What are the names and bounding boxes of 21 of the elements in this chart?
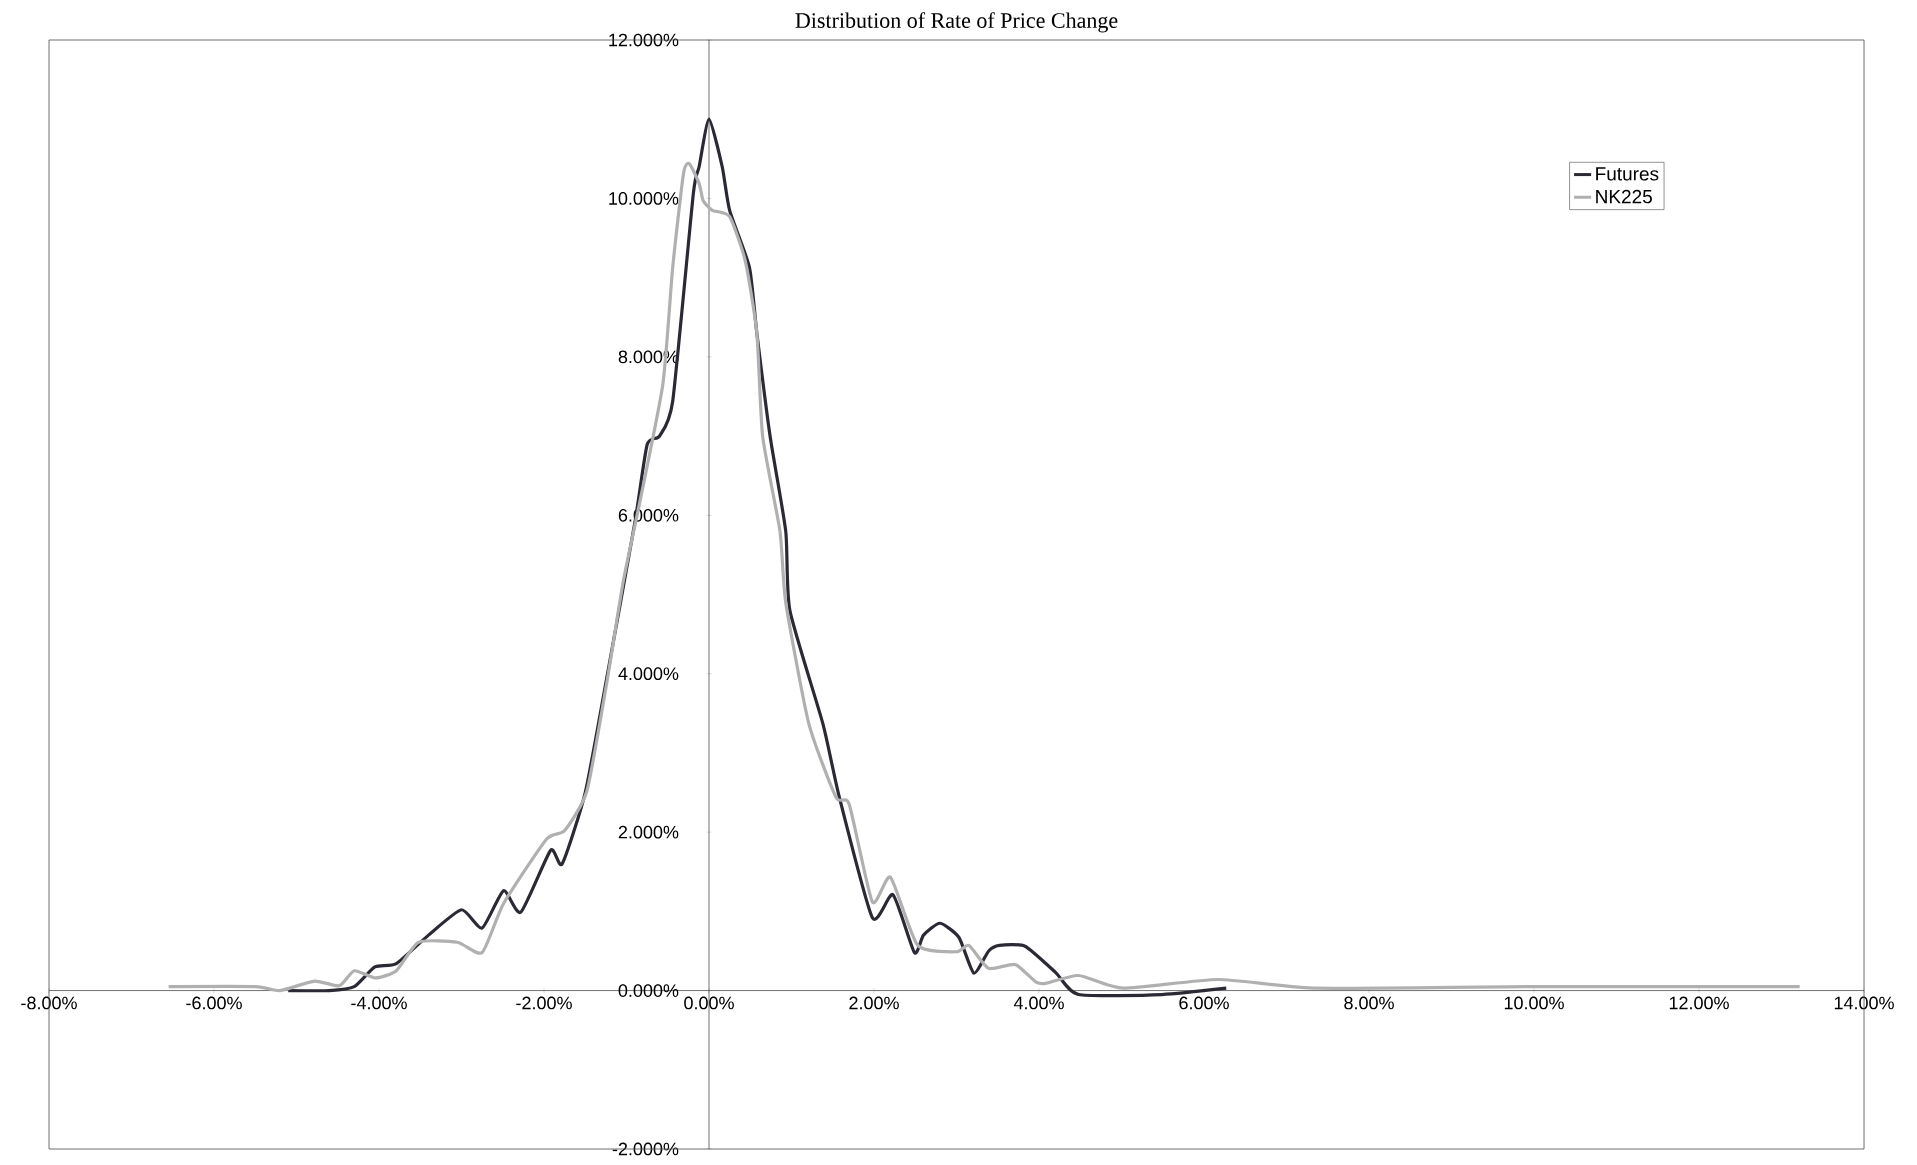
y-tick-label: 0.000% [618, 984, 679, 997]
x-tick-label: 10.00% [1504, 996, 1564, 1010]
legend-label: NK225 [1596, 189, 1652, 204]
y-tick-label: 4.000% [618, 667, 679, 681]
x-tick-label: 14.00% [1834, 996, 1894, 1010]
x-tick-label: -8.00% [21, 996, 77, 1010]
chart-title: Distribution of Rate of Price Change [795, 12, 1118, 33]
x-tick-label: 8.00% [1344, 996, 1394, 1010]
x-tick-label: -2.00% [516, 996, 572, 1010]
y-tick-label: 10.000% [609, 192, 679, 205]
x-tick-label: 12.00% [1669, 996, 1729, 1010]
y-tick-label: -2.000% [612, 1142, 679, 1156]
x-tick-label: -4.00% [351, 996, 407, 1010]
x-tick-label: -6.00% [186, 996, 242, 1010]
x-tick-label: 6.00% [1179, 996, 1229, 1010]
legend-label: Futures [1596, 167, 1659, 181]
y-tick-label: 2.000% [618, 825, 679, 839]
y-tick-label: 12.000% [609, 33, 679, 47]
x-tick-label: 0.00% [684, 996, 734, 1010]
x-tick-label: 2.00% [849, 996, 899, 1010]
x-tick-label: 4.00% [1013, 996, 1064, 1010]
